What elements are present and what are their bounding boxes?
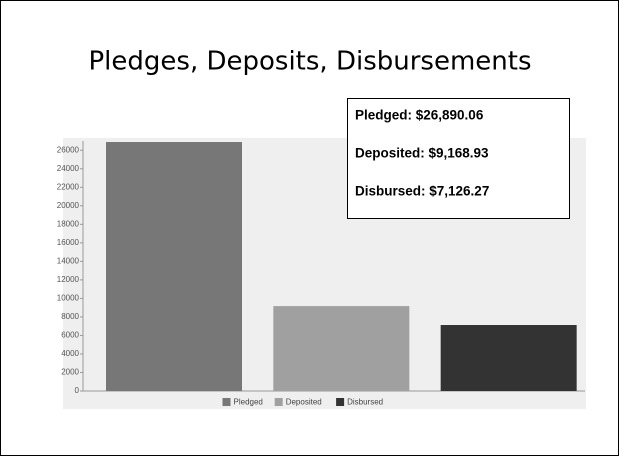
chart-title: Pledges, Deposits, Disbursements: [89, 47, 532, 77]
bar: [440, 325, 577, 391]
bar: [106, 142, 242, 391]
y-tick-label: 26000: [57, 145, 80, 154]
y-tick-label: 6000: [61, 331, 79, 340]
y-tick-label: 10000: [57, 294, 80, 303]
y-tick-label: 14000: [57, 256, 80, 265]
y-tick-label: 8000: [61, 312, 79, 321]
bar: [273, 306, 410, 391]
legend-label: Disbursed: [347, 398, 383, 407]
y-tick-label: 12000: [57, 275, 80, 284]
legend-swatch: [336, 398, 345, 406]
y-tick-label: 4000: [61, 349, 79, 358]
y-tick-label: 18000: [57, 219, 80, 228]
tooltip-box: [347, 98, 570, 219]
tooltip-line: Disbursed: $7,126.27: [355, 184, 489, 199]
legend-swatch: [274, 398, 283, 406]
y-tick-label: 16000: [57, 238, 80, 247]
y-tick-label: 0: [75, 386, 80, 395]
y-tick-label: 22000: [57, 182, 80, 191]
legend-label: Deposited: [286, 398, 322, 407]
legend-swatch: [222, 398, 231, 406]
legend-label: Pledged: [234, 398, 263, 407]
y-tick-label: 24000: [57, 164, 80, 173]
tooltip-line: Pledged: $26,890.06: [355, 108, 484, 123]
tooltip-line: Deposited: $9,168.93: [355, 146, 489, 161]
y-tick-label: 2000: [61, 368, 79, 377]
y-tick-label: 20000: [57, 201, 80, 210]
